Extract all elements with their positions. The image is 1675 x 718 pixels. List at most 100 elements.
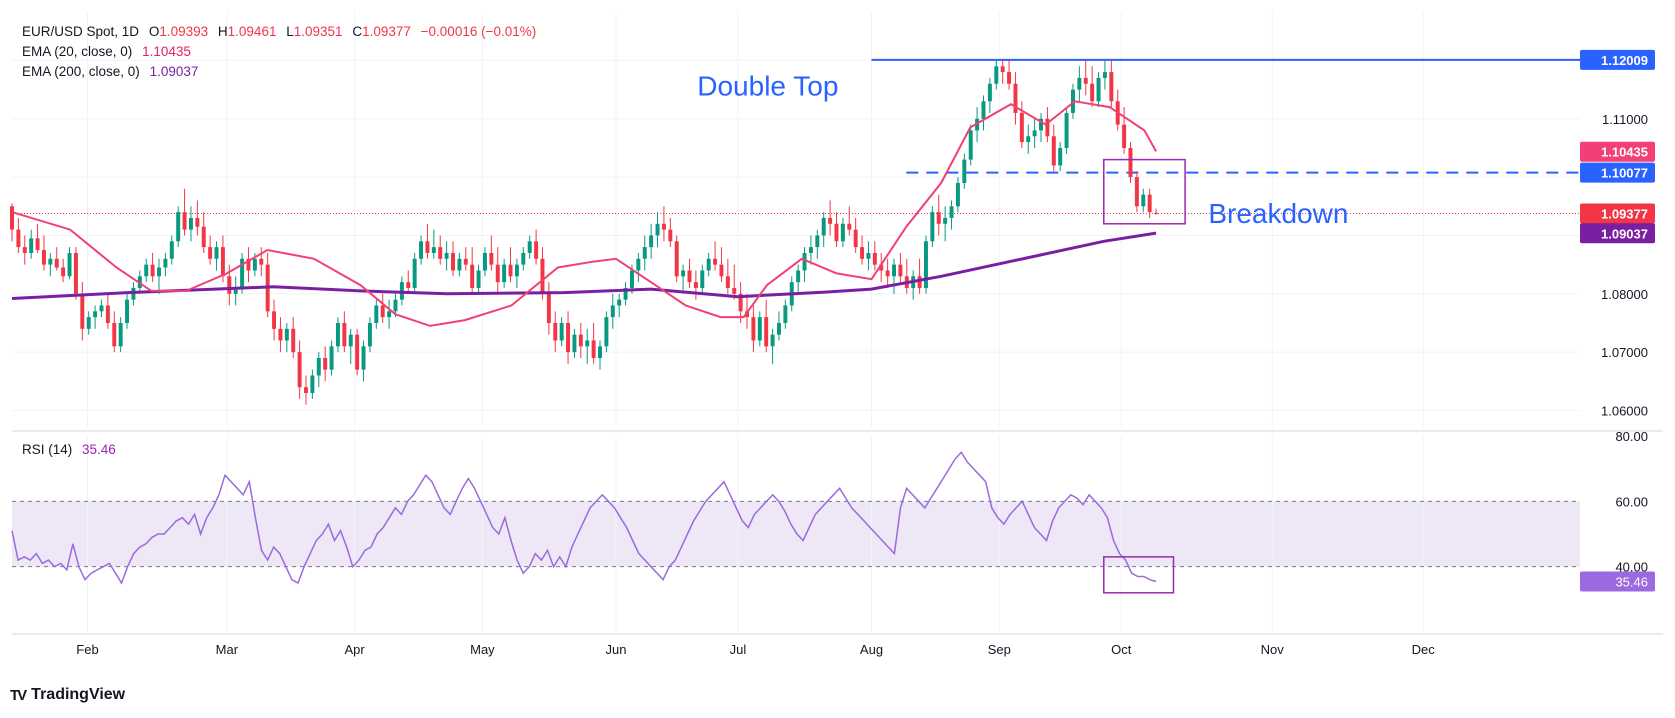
candle-body bbox=[872, 252, 877, 265]
rsi-value: 35.46 bbox=[82, 442, 116, 457]
time-tick-label: Aug bbox=[860, 642, 883, 657]
candle-body bbox=[1096, 77, 1101, 102]
time-tick-label: Feb bbox=[76, 642, 98, 657]
rsi-grid bbox=[12, 436, 1580, 632]
time-tick-label: Apr bbox=[345, 642, 366, 657]
candle-body bbox=[374, 305, 379, 323]
candle-body bbox=[514, 264, 519, 277]
candle-body bbox=[1077, 77, 1082, 90]
candle-body bbox=[470, 264, 475, 288]
candle-body bbox=[649, 235, 654, 248]
candle-body bbox=[713, 258, 718, 265]
candle-body bbox=[853, 229, 858, 248]
candle-body bbox=[968, 130, 973, 160]
horizontal-levels bbox=[12, 58, 1580, 214]
rsi-badge bbox=[1580, 571, 1655, 592]
candle-body bbox=[674, 241, 679, 277]
breakdown-box bbox=[1103, 158, 1186, 225]
candle-body bbox=[629, 270, 634, 288]
candle-body bbox=[655, 223, 660, 236]
candle-body bbox=[943, 217, 948, 224]
candle-body bbox=[169, 241, 174, 259]
candle-body bbox=[297, 352, 302, 388]
candle-body bbox=[1122, 124, 1127, 148]
candle-body bbox=[751, 317, 756, 341]
candle-body bbox=[636, 258, 641, 271]
candle-body bbox=[1039, 118, 1043, 131]
time-tick-label: Jul bbox=[730, 642, 747, 657]
candle-body bbox=[757, 317, 762, 341]
ema20-line bbox=[11, 100, 1157, 327]
candle-body bbox=[93, 311, 98, 318]
candle-body bbox=[118, 322, 123, 347]
rsi-label: RSI (14) bbox=[22, 442, 73, 457]
candle-body bbox=[1070, 89, 1075, 113]
legend-main: EUR/USD Spot, 1D O1.09393 H1.09461 L1.09… bbox=[22, 22, 542, 42]
candle-body bbox=[99, 305, 104, 312]
candle-body bbox=[125, 299, 130, 323]
price-tick-label: 1.07000 bbox=[1601, 345, 1648, 360]
candle-body bbox=[553, 322, 558, 341]
candle-body bbox=[860, 247, 865, 259]
candle-body bbox=[310, 375, 315, 393]
candle-body bbox=[1134, 177, 1139, 207]
candle-body bbox=[610, 305, 615, 318]
candle-body bbox=[348, 334, 353, 347]
candle-body bbox=[1064, 112, 1069, 148]
ema200-line bbox=[11, 231, 1157, 300]
candle-body bbox=[495, 264, 500, 283]
candle-body bbox=[559, 322, 564, 341]
candle-body bbox=[1051, 136, 1056, 166]
candle-body bbox=[521, 252, 526, 265]
legend-symbol[interactable]: EUR/USD Spot, 1D bbox=[22, 24, 140, 39]
legend-ema20[interactable]: EMA (20, close, 0) 1.10435 bbox=[22, 42, 197, 62]
candle-body bbox=[1154, 212, 1159, 214]
price-badge-label: 1.10077 bbox=[1601, 166, 1648, 181]
tradingview-logo[interactable]: TV TradingView bbox=[10, 686, 125, 704]
candle-body bbox=[16, 229, 21, 248]
candle-body bbox=[144, 264, 149, 277]
candle-body bbox=[661, 223, 666, 230]
time-tick-label: Dec bbox=[1412, 642, 1436, 657]
double-top-label: Double Top bbox=[697, 71, 838, 102]
price-tick-label: 1.08000 bbox=[1601, 287, 1648, 302]
candle-body bbox=[1147, 194, 1152, 213]
legend-rsi[interactable]: RSI (14) 35.46 bbox=[22, 440, 122, 460]
candles bbox=[10, 59, 1159, 405]
legend-ema200[interactable]: EMA (200, close, 0) 1.09037 bbox=[22, 62, 204, 82]
candle-body bbox=[240, 258, 245, 288]
candle-body bbox=[195, 217, 200, 227]
candle-body bbox=[105, 305, 110, 323]
candle-body bbox=[67, 252, 72, 277]
candle-body bbox=[10, 206, 14, 230]
candle-body bbox=[182, 212, 187, 230]
candle-body bbox=[808, 247, 813, 253]
candle-body bbox=[463, 258, 468, 265]
candle-body bbox=[476, 270, 481, 288]
candle-body bbox=[598, 346, 602, 358]
candle-body bbox=[578, 334, 583, 347]
candle-body bbox=[1141, 194, 1146, 207]
candle-body bbox=[1109, 72, 1114, 102]
rsi-oversold-box bbox=[1103, 556, 1175, 594]
candle-body bbox=[546, 293, 551, 323]
price-badge bbox=[1580, 141, 1655, 162]
candle-body bbox=[930, 212, 935, 242]
candle-body bbox=[892, 264, 896, 277]
candle-body bbox=[304, 387, 308, 393]
candle-body bbox=[451, 252, 455, 271]
candle-body bbox=[1032, 130, 1037, 137]
candle-body bbox=[623, 287, 628, 300]
candle-body bbox=[259, 258, 264, 265]
annotations: Double Top Breakdown bbox=[697, 71, 1348, 229]
time-axis[interactable]: Feb Mar Apr May Jun Jul Aug Sep Oct Nov Dec bbox=[76, 642, 1435, 657]
time-tick-label: Mar bbox=[216, 642, 239, 657]
candle-body bbox=[879, 264, 884, 271]
candle-body bbox=[329, 346, 334, 370]
candle-body bbox=[188, 217, 193, 230]
rsi-tick-label: 60.00 bbox=[1615, 494, 1648, 509]
breakdown-label: Breakdown bbox=[1208, 198, 1348, 229]
candle-body bbox=[73, 252, 78, 294]
price-axis[interactable]: 1.060001.070001.080001.090001.100001.110… bbox=[1580, 49, 1655, 592]
